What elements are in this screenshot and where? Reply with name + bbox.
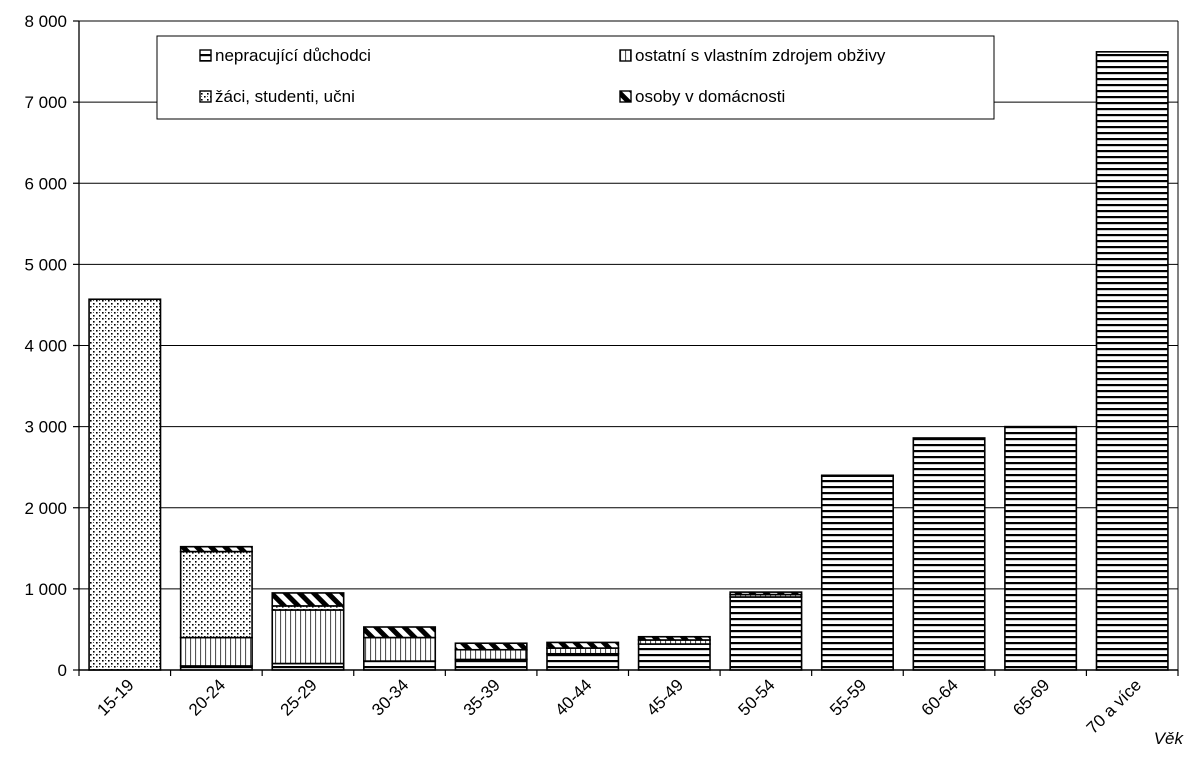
y-tick-label: 5 000 [24,255,67,274]
y-tick-label: 2 000 [24,499,67,518]
bar-segment-2 [179,636,253,667]
y-axis: 0 1 000 2 000 3 000 4 000 5 000 6 000 7 000 8 00… [24,12,1179,680]
y-tick-label: 1 000 [24,580,67,599]
legend-swatch [619,49,632,62]
legend-swatch [199,90,212,103]
x-tick-label: 40-44 [551,675,595,719]
bar-segment-1 [363,660,437,671]
legend-box [156,35,995,120]
x-tick-label: 20-24 [185,675,229,719]
bar-segment-1 [546,652,620,671]
legend: nepracující důchodci ostatní s vlastním z… [156,35,995,120]
x-tick-label: 45-49 [643,675,687,719]
x-tick-label: 30-34 [368,675,412,719]
x-tick-label: 50-54 [735,675,779,719]
bar-segment-4 [454,642,528,651]
bar-segment-1 [637,643,711,671]
y-tick-label: 3 000 [24,418,67,437]
bar-segment-1 [1095,51,1169,671]
legend-label: osoby v domácnosti [635,87,785,106]
legend-label: žáci, studenti, učni [215,87,355,106]
bar-segment-4 [546,641,620,649]
x-tick-label: 60-64 [918,675,962,719]
legend-label: nepracující důchodci [215,46,371,65]
bar-segment-1 [729,596,803,671]
bar-segment-2 [363,636,437,662]
x-axis: 15-19 20-24 25-29 30-34 35-39 40-44 45-49 50-54… [78,669,1179,738]
bar-segment-4 [820,474,894,477]
y-tick-label: 4 000 [24,337,67,356]
bar-segment-1 [454,658,528,671]
bar-segment-2 [546,647,620,655]
bar-segment-4 [729,591,803,596]
bar-segment-2 [271,609,345,665]
x-tick-label: 25-29 [277,675,321,719]
x-tick-label: 15-19 [93,675,137,719]
y-tick-label: 8 000 [24,12,67,31]
x-tick-label: 35-39 [460,675,504,719]
bar-segment-4 [637,635,711,641]
bar-segment-1 [912,437,986,671]
x-tick-label: 70 a více [1083,675,1145,737]
bar-segment-4 [363,626,437,639]
bar-segment-2 [454,648,528,661]
bars [88,51,1169,671]
x-tick-label: 55-59 [826,675,870,719]
bar-segment-1 [1004,425,1078,671]
x-axis-label: Věk [1154,729,1185,748]
legend-swatch [619,90,632,103]
legend-label: ostatní s vlastním zdrojem obživy [635,46,886,65]
y-tick-label: 6 000 [24,174,67,193]
x-tick-label: 65-69 [1009,675,1053,719]
bar-segment-4 [271,592,345,607]
bar-segment-3 [88,298,162,671]
y-tick-label: 0 [58,661,67,680]
bar-segment-4 [179,545,253,553]
bar-segment-1 [820,475,894,671]
legend-swatch [199,49,212,62]
y-tick-label: 7 000 [24,93,67,112]
bar-segment-1 [271,662,345,671]
bar-segment-3 [179,550,253,639]
